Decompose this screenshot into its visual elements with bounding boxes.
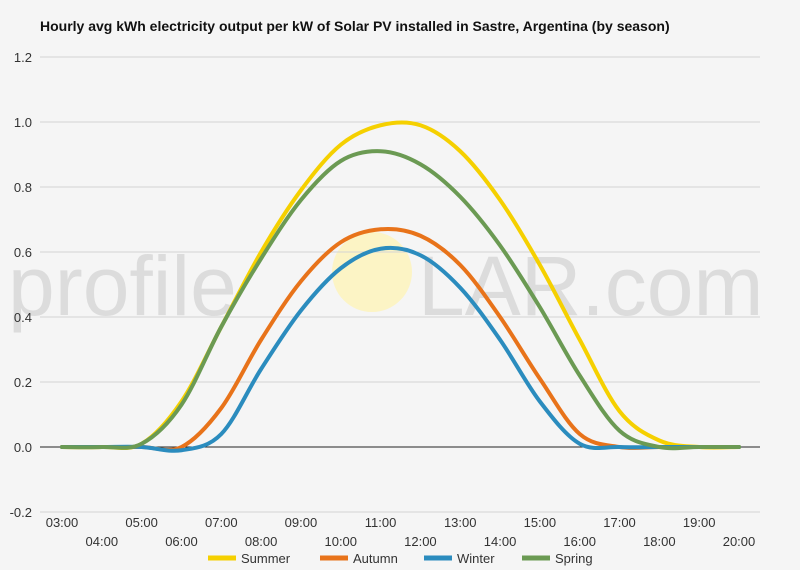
x-tick-label: 13:00	[444, 515, 477, 530]
x-tick-label: 04:00	[86, 534, 119, 549]
y-axis-ticks: -0.2 0.0 0.2 0.4 0.6 0.8 1.0 1.2	[10, 50, 32, 520]
y-tick-label: -0.2	[10, 505, 32, 520]
x-tick-label: 14:00	[484, 534, 517, 549]
x-tick-label: 19:00	[683, 515, 716, 530]
x-tick-label: 06:00	[165, 534, 198, 549]
x-tick-label: 08:00	[245, 534, 278, 549]
x-tick-label: 09:00	[285, 515, 318, 530]
x-tick-label: 10:00	[324, 534, 357, 549]
legend-label-autumn: Autumn	[353, 551, 398, 566]
x-tick-label: 12:00	[404, 534, 437, 549]
series-lines	[60, 120, 741, 453]
x-tick-label: 07:00	[205, 515, 238, 530]
y-tick-label: 0.4	[14, 310, 32, 325]
x-tick-label: 18:00	[643, 534, 676, 549]
x-tick-label: 03:00	[46, 515, 79, 530]
series-line-winter	[60, 245, 741, 453]
watermark-text-right: LAR.com	[418, 239, 763, 333]
x-tick-label: 05:00	[125, 515, 158, 530]
x-tick-label: 11:00	[365, 515, 397, 530]
y-tick-label: 0.2	[14, 375, 32, 390]
y-tick-label: 0.8	[14, 180, 32, 195]
watermark-text-left: profile	[8, 239, 237, 333]
legend-label-spring: Spring	[555, 551, 593, 566]
watermark-sun-icon	[332, 232, 412, 312]
legend-label-summer: Summer	[241, 551, 291, 566]
x-tick-label: 20:00	[723, 534, 756, 549]
legend-label-winter: Winter	[457, 551, 495, 566]
y-tick-label: 0.6	[14, 245, 32, 260]
series-line-spring	[60, 149, 741, 451]
chart-title: Hourly avg kWh electricity output per kW…	[40, 18, 670, 34]
x-tick-label: 15:00	[524, 515, 557, 530]
x-tick-label: 17:00	[603, 515, 636, 530]
y-tick-label: 1.2	[14, 50, 32, 65]
y-tick-label: 0.0	[14, 440, 32, 455]
x-axis-ticks: 03:00 04:00 05:00 06:00 07:00 08:00 09:00 10:00…	[46, 515, 756, 549]
x-tick-label: 16:00	[563, 534, 596, 549]
legend: Summer Autumn Winter Spring	[208, 551, 593, 566]
y-tick-label: 1.0	[14, 115, 32, 130]
